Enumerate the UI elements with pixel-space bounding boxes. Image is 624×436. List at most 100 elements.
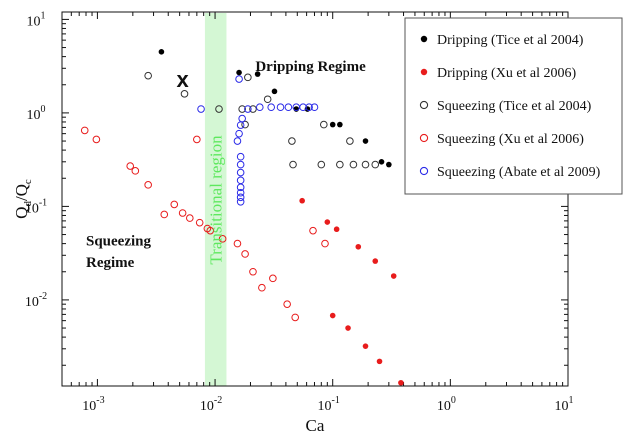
data-point: [283, 300, 291, 308]
legend-marker: [419, 166, 429, 176]
data-point: [390, 273, 397, 279]
data-point: [236, 193, 245, 202]
y-axis-title-sub-d: d: [22, 201, 34, 207]
data-point: [349, 160, 358, 169]
data-point: [241, 250, 249, 258]
data-point: [291, 313, 300, 322]
legend-label: Dripping (Tice et al 2004): [437, 33, 584, 48]
data-point: [319, 120, 328, 129]
legend-marker: [419, 100, 429, 110]
data-point: [244, 73, 252, 82]
y-tick-label: 10-2: [25, 291, 47, 310]
data-point: [238, 105, 246, 113]
data-point: [289, 160, 297, 169]
data-point: [376, 358, 383, 365]
data-point: [310, 103, 319, 112]
data-point: [299, 103, 307, 112]
data-point: [333, 226, 340, 233]
data-point: [144, 181, 152, 189]
data-point: [186, 214, 194, 222]
data-point: [288, 137, 296, 145]
data-points: [80, 49, 404, 386]
data-point: [305, 103, 313, 112]
x-marker: x: [176, 67, 189, 92]
x-tick-label: 10-2: [200, 395, 222, 414]
x-axis-title: Ca: [306, 416, 325, 435]
legend-marker: [420, 35, 428, 43]
y-tick-label: 10-1: [25, 197, 47, 216]
data-point: [362, 138, 369, 144]
data-point: [233, 239, 242, 248]
data-point: [329, 312, 336, 319]
data-point: [317, 160, 326, 169]
data-point: [92, 135, 101, 144]
data-point: [346, 137, 354, 145]
data-point: [284, 103, 293, 112]
data-point: [258, 283, 266, 292]
series-3: [80, 126, 329, 322]
data-point: [131, 167, 140, 175]
series-4: [197, 75, 319, 206]
legend-label: Squeezing (Xu et al 2006): [437, 132, 584, 147]
data-point: [299, 197, 305, 204]
data-point: [218, 235, 227, 243]
legend-label: Squeezing (Tice et al 2004): [437, 99, 592, 114]
y-tick-label: 101: [27, 10, 46, 29]
data-point: [233, 137, 242, 145]
data-point: [254, 71, 261, 77]
y-tick-labels: 10-2 10-1 100 101: [25, 10, 47, 310]
y-axis-title-q: Q: [12, 207, 31, 219]
y-axis-title-sub-c: c: [22, 179, 34, 184]
data-point: [324, 219, 331, 225]
legend-marker: [420, 68, 428, 76]
legend-box: [404, 17, 623, 195]
legend-marker: [419, 133, 429, 143]
data-point: [355, 243, 362, 250]
legend-label: Dripping (Xu et al 2006): [437, 66, 577, 81]
series-2: [144, 71, 380, 169]
data-point: [249, 105, 257, 113]
series-1: [299, 197, 404, 386]
data-point: [345, 325, 351, 331]
data-point: [215, 105, 223, 113]
data-point: [197, 105, 205, 113]
data-point: [337, 121, 343, 128]
data-point: [309, 226, 317, 235]
x-tick-label: 101: [555, 395, 574, 414]
data-point: [269, 274, 277, 283]
data-point: [236, 198, 245, 206]
data-point: [206, 226, 215, 235]
y-axis-title-slash-q: /Q: [12, 184, 31, 201]
data-point: [195, 218, 204, 227]
data-point: [235, 75, 243, 83]
y-axis-title: Qd/Qc: [12, 179, 34, 219]
x-tick-label: 10-1: [318, 395, 340, 414]
data-point: [236, 183, 245, 192]
data-point: [398, 379, 404, 386]
data-point: [255, 103, 264, 112]
data-point: [236, 168, 245, 177]
data-point: [193, 135, 201, 144]
data-point: [241, 120, 249, 129]
data-point: [160, 210, 169, 219]
data-point: [372, 258, 379, 264]
data-point: [321, 239, 329, 248]
data-point: [235, 129, 243, 138]
data-point: [180, 90, 189, 98]
transitional-region-label: Transitional region: [207, 135, 226, 265]
data-point: [236, 188, 245, 197]
dripping-regime-label: Dripping Regime: [255, 59, 366, 75]
data-point: [386, 161, 392, 168]
squeezing-regime-label-line2: Regime: [86, 255, 135, 271]
x-tick-labels: 10-3 10-2 10-1 100 101: [82, 395, 573, 414]
data-point: [362, 343, 369, 349]
data-point: [236, 69, 242, 76]
data-point: [238, 114, 246, 123]
data-point: [178, 209, 187, 217]
data-point: [371, 160, 380, 169]
squeezing-regime-label-line1: Squeezing: [86, 234, 152, 250]
data-point: [336, 160, 344, 169]
data-point: [276, 103, 285, 112]
data-point: [158, 49, 165, 55]
x-tick-label: 10-3: [82, 395, 104, 414]
